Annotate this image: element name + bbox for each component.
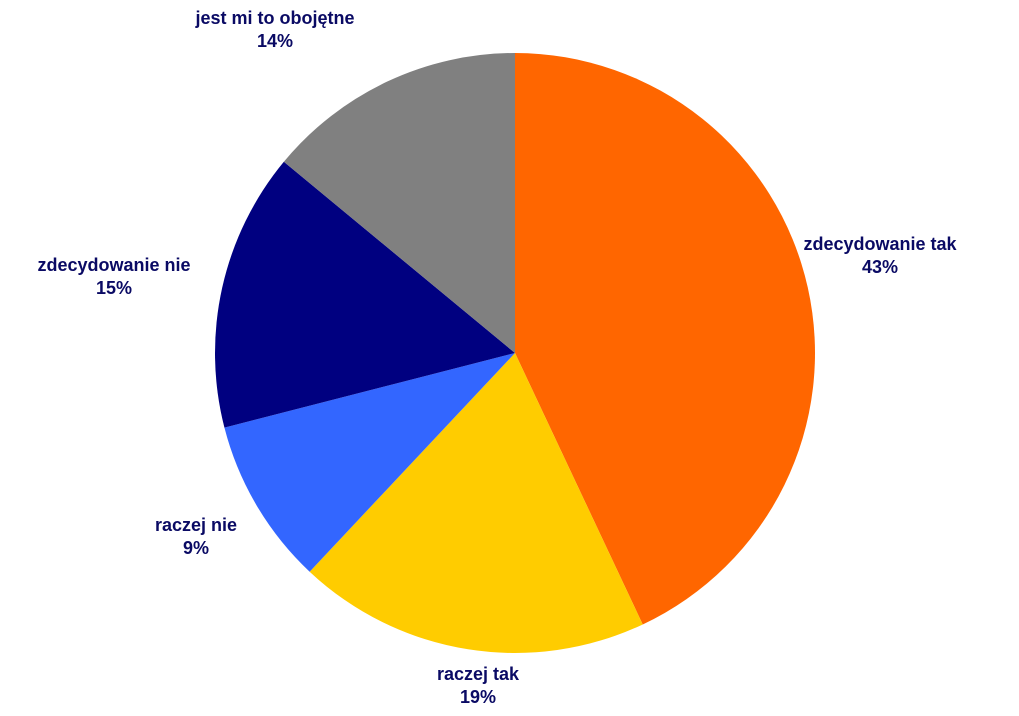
pie-labels: zdecydowanie tak 43% raczej tak 19% raczej n… [37,8,957,707]
slice-label-value-1: 43% [862,257,898,277]
slice-label-value-2: 19% [460,687,496,707]
slice-label-name-2: raczej tak [437,664,520,684]
slice-label-name-5: jest mi to obojętne [194,8,354,28]
slice-label-value-3: 9% [183,538,209,558]
pie-slice-5 [283,53,515,353]
slice-label-value-5: 14% [257,31,293,51]
pie-slice-4 [215,161,515,428]
slice-label-value-4: 15% [96,278,132,298]
pie-slice-3 [224,353,515,572]
pie-slice-1 [515,52,816,625]
pie-slice-2 [309,353,643,653]
pie-slices [215,52,816,653]
slice-label-name-1: zdecydowanie tak [803,234,957,254]
slice-label-name-4: zdecydowanie nie [37,255,190,275]
slice-label-name-3: raczej nie [155,515,237,535]
